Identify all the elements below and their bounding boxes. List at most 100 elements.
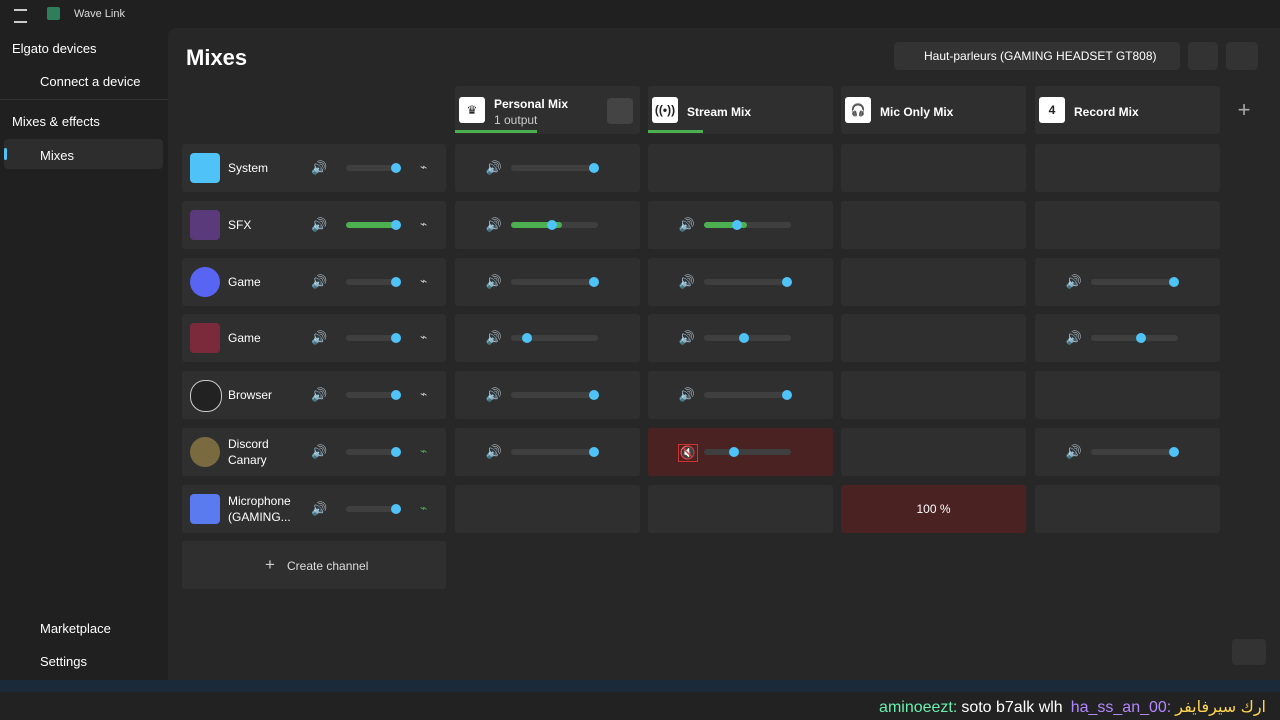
- mix-name: Stream Mix: [687, 105, 752, 119]
- channel-row: [182, 428, 446, 476]
- mix-header[interactable]: [1035, 86, 1220, 134]
- mix-cell[interactable]: [648, 484, 833, 533]
- channel-track[interactable]: [346, 392, 400, 399]
- volume-track[interactable]: [704, 449, 791, 455]
- volume-icon: 🔊: [485, 216, 503, 232]
- mix-cell[interactable]: [841, 428, 1026, 476]
- volume-fill: [704, 221, 748, 228]
- volume-knob[interactable]: [1135, 333, 1146, 344]
- effects-icon: ⌁: [420, 330, 428, 345]
- mix-cell[interactable]: [1035, 371, 1220, 420]
- mix-cell[interactable]: [1035, 200, 1220, 249]
- effects-icon: ⌁: [420, 160, 428, 174]
- volume-knob[interactable]: [588, 447, 599, 457]
- output-selector[interactable]: [894, 42, 1180, 70]
- volume-icon: 🔊: [678, 216, 696, 232]
- connect-device[interactable]: Connect a device: [40, 74, 141, 89]
- channel-track[interactable]: [346, 278, 400, 285]
- volume-knob[interactable]: [588, 163, 599, 173]
- volume-knob[interactable]: [729, 447, 740, 457]
- mix-cell[interactable]: [841, 484, 1026, 533]
- channel-knob[interactable]: [391, 447, 401, 457]
- volume-knob[interactable]: [588, 390, 599, 401]
- volume-track[interactable]: [511, 165, 598, 171]
- channel-track[interactable]: [346, 335, 400, 342]
- mix-header[interactable]: [841, 86, 1026, 134]
- channel-name: System: [228, 161, 269, 175]
- volume-knob[interactable]: [1168, 276, 1179, 287]
- mix-icon: 4: [1039, 97, 1065, 123]
- volume-track[interactable]: [704, 392, 791, 399]
- mix-cell[interactable]: [841, 200, 1026, 249]
- volume-icon: 🔊: [1065, 330, 1083, 346]
- mix-cell[interactable]: [841, 144, 1026, 192]
- volume-icon: 🔊: [678, 273, 696, 289]
- volume-knob[interactable]: [588, 276, 599, 287]
- volume-track[interactable]: [511, 449, 598, 455]
- volume-icon: 🔊: [311, 160, 328, 175]
- channel-knob[interactable]: [391, 503, 401, 514]
- chat-user: ha_ss_an_00:: [1070, 699, 1172, 716]
- channel-row: [182, 257, 446, 306]
- volume-knob[interactable]: [1168, 447, 1179, 457]
- layers-button[interactable]: [1232, 639, 1266, 665]
- nav-mixes[interactable]: Mixes: [40, 148, 74, 163]
- nav-settings[interactable]: Settings: [40, 654, 87, 669]
- mix-header[interactable]: [648, 86, 833, 134]
- volume-track[interactable]: [511, 392, 598, 399]
- nav-selected[interactable]: [4, 139, 163, 169]
- share-button[interactable]: [1188, 42, 1218, 70]
- expand-button[interactable]: [1226, 42, 1258, 70]
- listen-button[interactable]: [607, 98, 633, 124]
- mix-cell[interactable]: [841, 314, 1026, 363]
- channel-icon: [190, 209, 220, 240]
- channel-track[interactable]: [346, 221, 400, 228]
- chat-user: aminoeezt:: [879, 699, 958, 716]
- channel-knob[interactable]: [391, 333, 401, 344]
- effects-icon: ⌁: [420, 387, 428, 402]
- mix-name: Record Mix: [1074, 105, 1139, 119]
- create-channel-button[interactable]: [182, 541, 446, 589]
- channel-knob[interactable]: [391, 390, 401, 401]
- add-mix[interactable]: +: [1237, 97, 1251, 122]
- volume-track[interactable]: [1091, 278, 1178, 285]
- nav-marketplace[interactable]: Marketplace: [40, 621, 111, 636]
- volume-track[interactable]: [1091, 335, 1178, 342]
- volume-knob[interactable]: [521, 333, 532, 344]
- channel-knob[interactable]: [391, 163, 401, 173]
- volume-knob[interactable]: [739, 333, 750, 344]
- mix-name: Mic Only Mix: [880, 105, 954, 119]
- volume-knob[interactable]: [732, 219, 743, 230]
- mix-cell[interactable]: [841, 257, 1026, 306]
- volume-track[interactable]: [511, 335, 598, 342]
- menu-icon[interactable]: [14, 9, 27, 23]
- volume-track[interactable]: [1091, 449, 1178, 455]
- mix-cell[interactable]: [1035, 144, 1220, 192]
- mix-cell[interactable]: [648, 144, 833, 192]
- volume-icon: 🔊: [485, 330, 503, 346]
- channel-knob[interactable]: [391, 219, 401, 230]
- mix-cell[interactable]: [841, 371, 1026, 420]
- volume-track[interactable]: [704, 221, 791, 228]
- channel-knob[interactable]: [391, 276, 401, 287]
- mix-subtitle: 1 output: [494, 113, 538, 127]
- channel-row: [182, 314, 446, 363]
- effects-icon: ⌁: [420, 273, 428, 288]
- channel-name: Microphone (GAMING...: [228, 493, 291, 524]
- channel-track[interactable]: [346, 505, 400, 512]
- channel-track[interactable]: [346, 165, 400, 171]
- app-title: Wave Link: [74, 8, 125, 20]
- volume-knob[interactable]: [781, 276, 792, 287]
- volume-track[interactable]: [511, 278, 598, 285]
- volume-track[interactable]: [704, 278, 791, 285]
- volume-knob[interactable]: [546, 219, 557, 230]
- channel-icon: [190, 493, 220, 524]
- mix-cell[interactable]: [455, 484, 640, 533]
- plus-icon: +: [265, 555, 275, 574]
- volume-knob[interactable]: [781, 390, 792, 401]
- channel-row: [182, 484, 446, 533]
- mix-cell[interactable]: [1035, 484, 1220, 533]
- channel-track[interactable]: [346, 449, 400, 455]
- volume-icon: 🔊: [311, 444, 328, 459]
- effects-icon: ⌁: [420, 444, 428, 458]
